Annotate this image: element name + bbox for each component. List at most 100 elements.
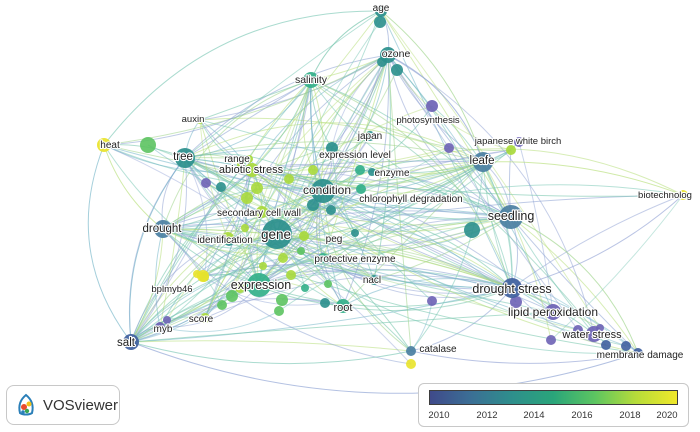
node-water-stress[interactable]: [586, 326, 602, 342]
node-circle[interactable]: [259, 262, 267, 270]
label-japanese-white-birch[interactable]: japanese white birch: [473, 135, 563, 148]
node-circle[interactable]: [621, 341, 631, 351]
label-auxin[interactable]: auxin: [181, 113, 206, 126]
node-circle[interactable]: [217, 300, 227, 310]
node-peg[interactable]: [299, 231, 309, 241]
node-enzyme[interactable]: [355, 165, 365, 175]
node-circle[interactable]: [546, 335, 556, 345]
node-root[interactable]: [336, 299, 350, 313]
label-protective-enzyme[interactable]: protective enzyme: [313, 253, 397, 266]
node-drought-stress[interactable]: [502, 278, 522, 298]
label-salt[interactable]: salt: [116, 336, 137, 350]
node-circle[interactable]: [216, 182, 226, 192]
node-circle[interactable]: [286, 270, 296, 280]
node-nacl[interactable]: [369, 275, 379, 285]
label-expression[interactable]: expression: [230, 277, 293, 293]
node-salt[interactable]: [123, 334, 139, 350]
label-gene[interactable]: gene: [260, 226, 292, 243]
node-japanese-white-birch[interactable]: [506, 145, 516, 155]
label-lipid-peroxidation[interactable]: lipid peroxidation: [507, 304, 599, 320]
node-circle[interactable]: [241, 224, 249, 232]
node-protective-enzyme[interactable]: [318, 253, 328, 263]
node-circle[interactable]: [368, 168, 376, 176]
node-lipid-peroxidation[interactable]: [545, 304, 561, 320]
node-range[interactable]: [245, 155, 253, 163]
label-photosynthesis[interactable]: photosynthesis: [395, 114, 461, 127]
node-heat[interactable]: [97, 138, 111, 152]
node-circle[interactable]: [444, 143, 454, 153]
node-expression[interactable]: [247, 273, 271, 297]
node-circle[interactable]: [320, 298, 330, 308]
node-auxin[interactable]: [196, 116, 204, 124]
label-membrane-damage[interactable]: membrane damage: [596, 349, 685, 362]
node-circle[interactable]: [276, 294, 288, 306]
label-catalase[interactable]: catalase: [418, 343, 458, 356]
node-circle[interactable]: [510, 296, 522, 308]
label-expression-level[interactable]: expression level: [318, 149, 392, 162]
node-circle[interactable]: [251, 182, 263, 194]
node-circle[interactable]: [464, 222, 480, 238]
node-circle[interactable]: [351, 229, 359, 237]
label-peg[interactable]: peg: [325, 233, 344, 246]
node-expression-level[interactable]: [326, 142, 338, 154]
label-drought-stress[interactable]: drought stress: [471, 281, 552, 297]
node-circle[interactable]: [201, 178, 211, 188]
node-circle[interactable]: [308, 165, 318, 175]
node-gene[interactable]: [262, 219, 292, 249]
node-circle[interactable]: [406, 359, 416, 369]
node-circle[interactable]: [226, 290, 238, 302]
node-seedling[interactable]: [499, 205, 523, 229]
label-nacl[interactable]: nacl: [362, 274, 383, 287]
node-circle[interactable]: [324, 280, 332, 288]
node-circle[interactable]: [601, 340, 611, 350]
node-catalase[interactable]: [406, 346, 416, 356]
node-identification[interactable]: [222, 232, 234, 244]
node-score[interactable]: [200, 313, 210, 323]
label-japan[interactable]: japan: [356, 130, 384, 143]
vosviewer-logo[interactable]: VOSviewer: [6, 385, 120, 425]
node-circle[interactable]: [307, 199, 319, 211]
node-ozone[interactable]: [380, 47, 396, 63]
node-drought[interactable]: [154, 220, 172, 238]
label-abiotic-stress[interactable]: abiotic stress: [218, 163, 285, 177]
node-circle[interactable]: [140, 137, 156, 153]
label-leafe[interactable]: leafe: [468, 154, 495, 168]
label-salinity[interactable]: salinity: [294, 73, 329, 87]
label-myb[interactable]: myb: [152, 323, 174, 336]
node-myb[interactable]: [155, 322, 165, 332]
node-photosynthesis[interactable]: [426, 100, 438, 112]
label-identification[interactable]: identification: [196, 234, 254, 247]
node-leafe[interactable]: [473, 152, 493, 172]
label-range[interactable]: range: [223, 153, 251, 166]
label-drought[interactable]: drought: [141, 222, 183, 236]
label-enzyme[interactable]: enzyme: [373, 167, 411, 180]
label-water-stress[interactable]: water stress: [560, 328, 623, 342]
node-tree[interactable]: [175, 148, 195, 168]
node-circle[interactable]: [301, 284, 309, 292]
node-circle[interactable]: [163, 316, 171, 324]
node-circle[interactable]: [278, 253, 288, 263]
node-circle[interactable]: [514, 137, 524, 147]
label-tree[interactable]: tree: [172, 150, 194, 164]
label-ozone[interactable]: ozone: [381, 47, 412, 61]
label-chlorophyll-degradation[interactable]: chlorophyll degradation: [358, 193, 464, 206]
node-japan[interactable]: [365, 131, 375, 141]
node-circle[interactable]: [274, 306, 284, 316]
node-circle[interactable]: [297, 247, 305, 255]
label-score[interactable]: score: [188, 313, 215, 326]
node-circle[interactable]: [237, 161, 245, 169]
node-salinity[interactable]: [303, 72, 319, 88]
node-membrane-damage[interactable]: [633, 348, 643, 358]
label-bplmyb46[interactable]: bplmyb46: [150, 283, 193, 296]
label-heat[interactable]: heat: [99, 139, 121, 152]
node-circle[interactable]: [326, 205, 336, 215]
label-age[interactable]: age: [372, 2, 391, 15]
node-circle[interactable]: [284, 174, 294, 184]
label-biotechnology[interactable]: biotechnolog: [637, 189, 693, 202]
node-circle[interactable]: [241, 192, 253, 204]
node-abiotic-stress[interactable]: [245, 163, 259, 177]
node-secondary-cell-wall[interactable]: [256, 206, 268, 218]
node-condition[interactable]: [311, 179, 335, 203]
node-bplmyb46[interactable]: [197, 270, 209, 282]
